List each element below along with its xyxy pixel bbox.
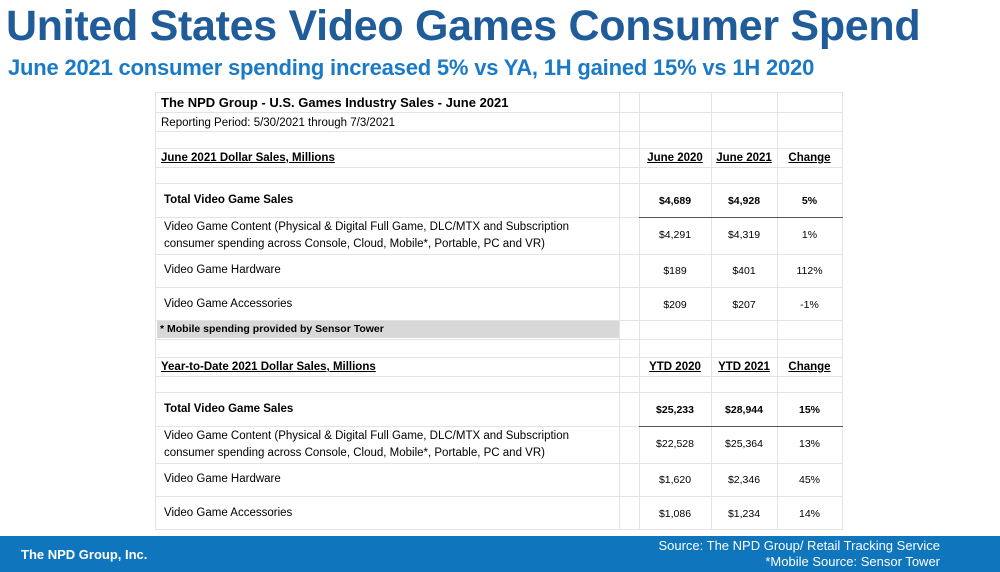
june-accessories-2021: $207	[732, 299, 756, 311]
mobile-note-box	[157, 321, 619, 338]
june-hardware-2020: $189	[663, 265, 687, 277]
ytd-total-change: 15%	[798, 404, 820, 416]
mobile-note: * Mobile spending provided by Sensor Tow…	[160, 323, 384, 335]
ytd-total-2020: $25,233	[656, 404, 694, 416]
reporting-period: Reporting Period: 5/30/2021 through 7/3/…	[161, 117, 396, 129]
grid-line	[155, 131, 843, 132]
june-content-2020: $4,291	[658, 229, 692, 241]
grid-line	[155, 217, 843, 218]
grid-line	[155, 148, 843, 149]
grid-line	[155, 357, 843, 358]
ytd-accessories-label: Video Game Accessories	[164, 507, 293, 519]
ytd-total-label: Total Video Game Sales	[164, 403, 294, 415]
ytd-content-label-line2: consumer spending across Console, Cloud,…	[164, 447, 545, 459]
ytd-accessories-change: 14%	[798, 508, 820, 520]
june-content-change: 1%	[801, 229, 818, 241]
june-total-change: 5%	[801, 195, 818, 207]
june-total-label: Total Video Game Sales	[164, 194, 294, 206]
ytd-accessories-2021: $1,234	[727, 508, 761, 520]
ytd-hardware-label: Video Game Hardware	[164, 473, 281, 485]
company-name: The NPD Group, Inc.	[21, 547, 148, 562]
grid-line	[155, 112, 843, 113]
total-divider	[639, 217, 843, 218]
source-retail: Source: The NPD Group/ Retail Tracking S…	[658, 538, 940, 553]
sales-table: The NPD Group - U.S. Games Industry Sale…	[155, 92, 843, 530]
footer-bar: The NPD Group, Inc. Source: The NPD Grou…	[0, 536, 1000, 572]
june-col-2020: June 2020	[647, 152, 703, 164]
ytd-col-change: Change	[788, 361, 831, 373]
june-total-2021: $4,928	[727, 195, 761, 207]
grid-line	[155, 496, 843, 497]
june-content-label-line1: Video Game Content (Physical & Digital F…	[164, 221, 570, 233]
page-title: United States Video Games Consumer Spend	[6, 2, 921, 50]
grid-line	[639, 92, 640, 530]
june-total-2020: $4,689	[658, 195, 692, 207]
grid-line	[155, 529, 843, 530]
grid-line	[155, 320, 843, 321]
june-accessories-label: Video Game Accessories	[164, 298, 293, 310]
grid-line	[155, 426, 843, 427]
june-col-2021: June 2021	[716, 152, 772, 164]
june-content-label-line2: consumer spending across Console, Cloud,…	[164, 238, 545, 250]
ytd-content-2020: $22,528	[656, 438, 694, 450]
ytd-accessories-2020: $1,086	[658, 508, 692, 520]
total-divider	[639, 426, 843, 427]
ytd-hardware-change: 45%	[798, 474, 820, 486]
source-notes: Source: The NPD Group/ Retail Tracking S…	[658, 538, 940, 570]
june-hardware-2021: $401	[732, 265, 756, 277]
grid-line	[155, 92, 156, 530]
grid-line	[155, 339, 843, 340]
june-hardware-change: 112%	[796, 265, 823, 277]
ytd-col-2020: YTD 2020	[649, 361, 701, 373]
ytd-content-label-line1: Video Game Content (Physical & Digital F…	[164, 430, 570, 442]
grid-line	[619, 92, 620, 530]
ytd-hardware-2020: $1,620	[658, 474, 692, 486]
june-section-heading: June 2021 Dollar Sales, Millions	[161, 152, 335, 164]
grid-line	[155, 254, 843, 255]
grid-line	[777, 92, 778, 530]
grid-line	[155, 376, 843, 377]
page-subtitle: June 2021 consumer spending increased 5%…	[8, 55, 815, 80]
june-col-change: Change	[788, 152, 831, 164]
ytd-hardware-2021: $2,346	[727, 474, 761, 486]
grid-line	[155, 92, 843, 93]
ytd-content-2021: $25,364	[725, 438, 763, 450]
source-mobile: *Mobile Source: Sensor Tower	[765, 554, 940, 569]
table-title: The NPD Group - U.S. Games Industry Sale…	[161, 95, 509, 110]
ytd-total-2021: $28,944	[725, 404, 763, 416]
grid-line	[711, 92, 712, 530]
ytd-col-2021: YTD 2021	[718, 361, 770, 373]
june-accessories-change: -1%	[800, 299, 819, 311]
grid-line	[155, 167, 843, 168]
grid-line	[155, 463, 843, 464]
grid-line	[842, 92, 843, 530]
june-hardware-label: Video Game Hardware	[164, 264, 281, 276]
grid-line	[155, 392, 843, 393]
june-content-2021: $4,319	[727, 229, 761, 241]
june-accessories-2020: $209	[663, 299, 687, 311]
ytd-section-heading: Year-to-Date 2021 Dollar Sales, Millions	[161, 361, 376, 373]
grid-line	[155, 287, 843, 288]
grid-line	[155, 183, 843, 184]
ytd-content-change: 13%	[798, 438, 820, 450]
